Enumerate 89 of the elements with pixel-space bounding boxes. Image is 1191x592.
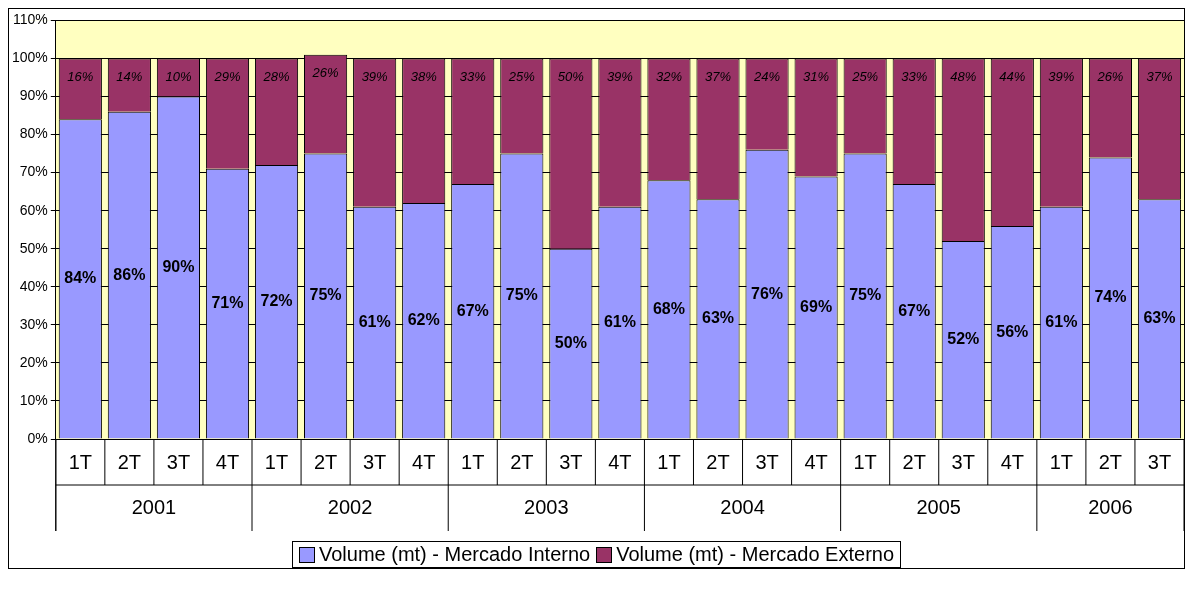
data-label: 90%: [162, 257, 195, 275]
data-label: 37%: [704, 68, 732, 84]
y-tick-label: 70%: [19, 163, 48, 180]
x-tick-label: 2T: [313, 450, 338, 473]
x-tick-label: 3T: [559, 450, 583, 473]
x-tick-label: 4T: [215, 450, 240, 473]
data-label: 67%: [456, 301, 489, 319]
data-label: 68%: [652, 299, 685, 317]
x-tick-label: 2T: [1098, 450, 1123, 473]
data-label: 75%: [849, 286, 882, 304]
data-label: 75%: [505, 286, 538, 304]
data-label: 69%: [800, 297, 833, 315]
data-label: 48%: [950, 68, 977, 84]
data-label: 86%: [113, 265, 146, 283]
y-tick-label: 50%: [19, 239, 48, 256]
x-tick-label: 2T: [510, 450, 534, 473]
x-tick-label: 3T: [951, 450, 975, 473]
data-label: 38%: [410, 68, 437, 84]
x-tick-label: 4T: [1000, 450, 1024, 473]
legend-label: Volume (mt) - Mercado Externo: [616, 543, 895, 566]
data-label: 50%: [557, 68, 584, 84]
x-tick-label: 1T: [1049, 450, 1074, 473]
text: 2005: [916, 495, 961, 518]
x-tick-label: 2T: [706, 450, 730, 473]
y-tick-label: 30%: [19, 315, 48, 332]
data-label: 76%: [751, 284, 784, 302]
data-label: 71%: [211, 294, 244, 312]
data-label: 50%: [554, 334, 587, 352]
data-label: 39%: [1048, 68, 1075, 84]
data-label: 63%: [701, 309, 735, 327]
data-label: 84%: [64, 269, 97, 287]
y-tick-label: 80%: [19, 125, 48, 142]
text: 2003: [524, 495, 569, 518]
data-label: 39%: [606, 68, 633, 84]
data-label: 29%: [213, 68, 241, 84]
x-tick-label: 4T: [412, 450, 436, 473]
x-tick-label: 4T: [608, 450, 632, 473]
data-label: 37%: [1146, 68, 1173, 84]
data-label: 61%: [1045, 313, 1078, 331]
y-tick-label: 100%: [11, 49, 48, 66]
data-label: 74%: [1094, 288, 1127, 306]
y-tick-label: 40%: [19, 277, 48, 294]
text: 2002: [327, 495, 373, 518]
data-label: 63%: [1143, 309, 1176, 327]
x-tick-label: 3T: [755, 450, 779, 473]
x-tick-label: 2T: [902, 450, 926, 473]
data-label: 72%: [260, 292, 293, 310]
data-label: 10%: [165, 68, 192, 84]
data-label: 25%: [851, 68, 879, 84]
y-tick-label: 0%: [27, 429, 48, 446]
data-label: 26%: [311, 64, 339, 80]
data-label: 14%: [116, 68, 143, 84]
data-label: 31%: [803, 68, 830, 84]
x-tick-label: 1T: [657, 450, 681, 473]
data-label: 62%: [407, 311, 440, 329]
x-tick-label: 3T: [362, 450, 387, 473]
data-label: 32%: [655, 68, 682, 84]
x-tick-label: 4T: [804, 450, 828, 473]
text: 2006: [1088, 495, 1133, 518]
data-label: 75%: [309, 286, 342, 304]
data-label: 16%: [67, 68, 94, 84]
x-tick-label: 1T: [853, 450, 877, 473]
y-tick-label: 10%: [19, 391, 48, 408]
data-label: 25%: [507, 68, 535, 84]
data-label: 56%: [996, 322, 1029, 340]
x-tick-label: 1T: [461, 450, 485, 473]
x-tick-label: 1T: [264, 450, 289, 473]
y-tick-label: 60%: [19, 201, 48, 218]
x-tick-label: 2T: [117, 450, 142, 473]
y-tick-label: 110%: [13, 11, 48, 28]
data-label: 33%: [901, 68, 928, 84]
data-label: 26%: [1096, 68, 1124, 84]
x-tick-label: 3T: [1147, 450, 1172, 473]
y-tick-label: 20%: [19, 353, 48, 370]
text: Volume (mt) - Mercado Interno: [318, 543, 591, 566]
data-label: 24%: [753, 68, 781, 84]
x-tick-label: 1T: [68, 450, 92, 473]
x-tick-label: 3T: [166, 450, 191, 473]
data-label: 28%: [262, 68, 290, 84]
data-label: 33%: [459, 68, 486, 84]
data-label: 44%: [999, 68, 1026, 84]
text: 2004: [720, 495, 765, 518]
data-label: 67%: [898, 301, 931, 319]
data-label: 61%: [358, 313, 391, 331]
data-label: 39%: [361, 68, 388, 84]
data-label: 61%: [603, 313, 636, 331]
data-label: 52%: [947, 330, 980, 348]
text: 2001: [131, 495, 177, 518]
y-tick-label: 90%: [19, 87, 48, 104]
